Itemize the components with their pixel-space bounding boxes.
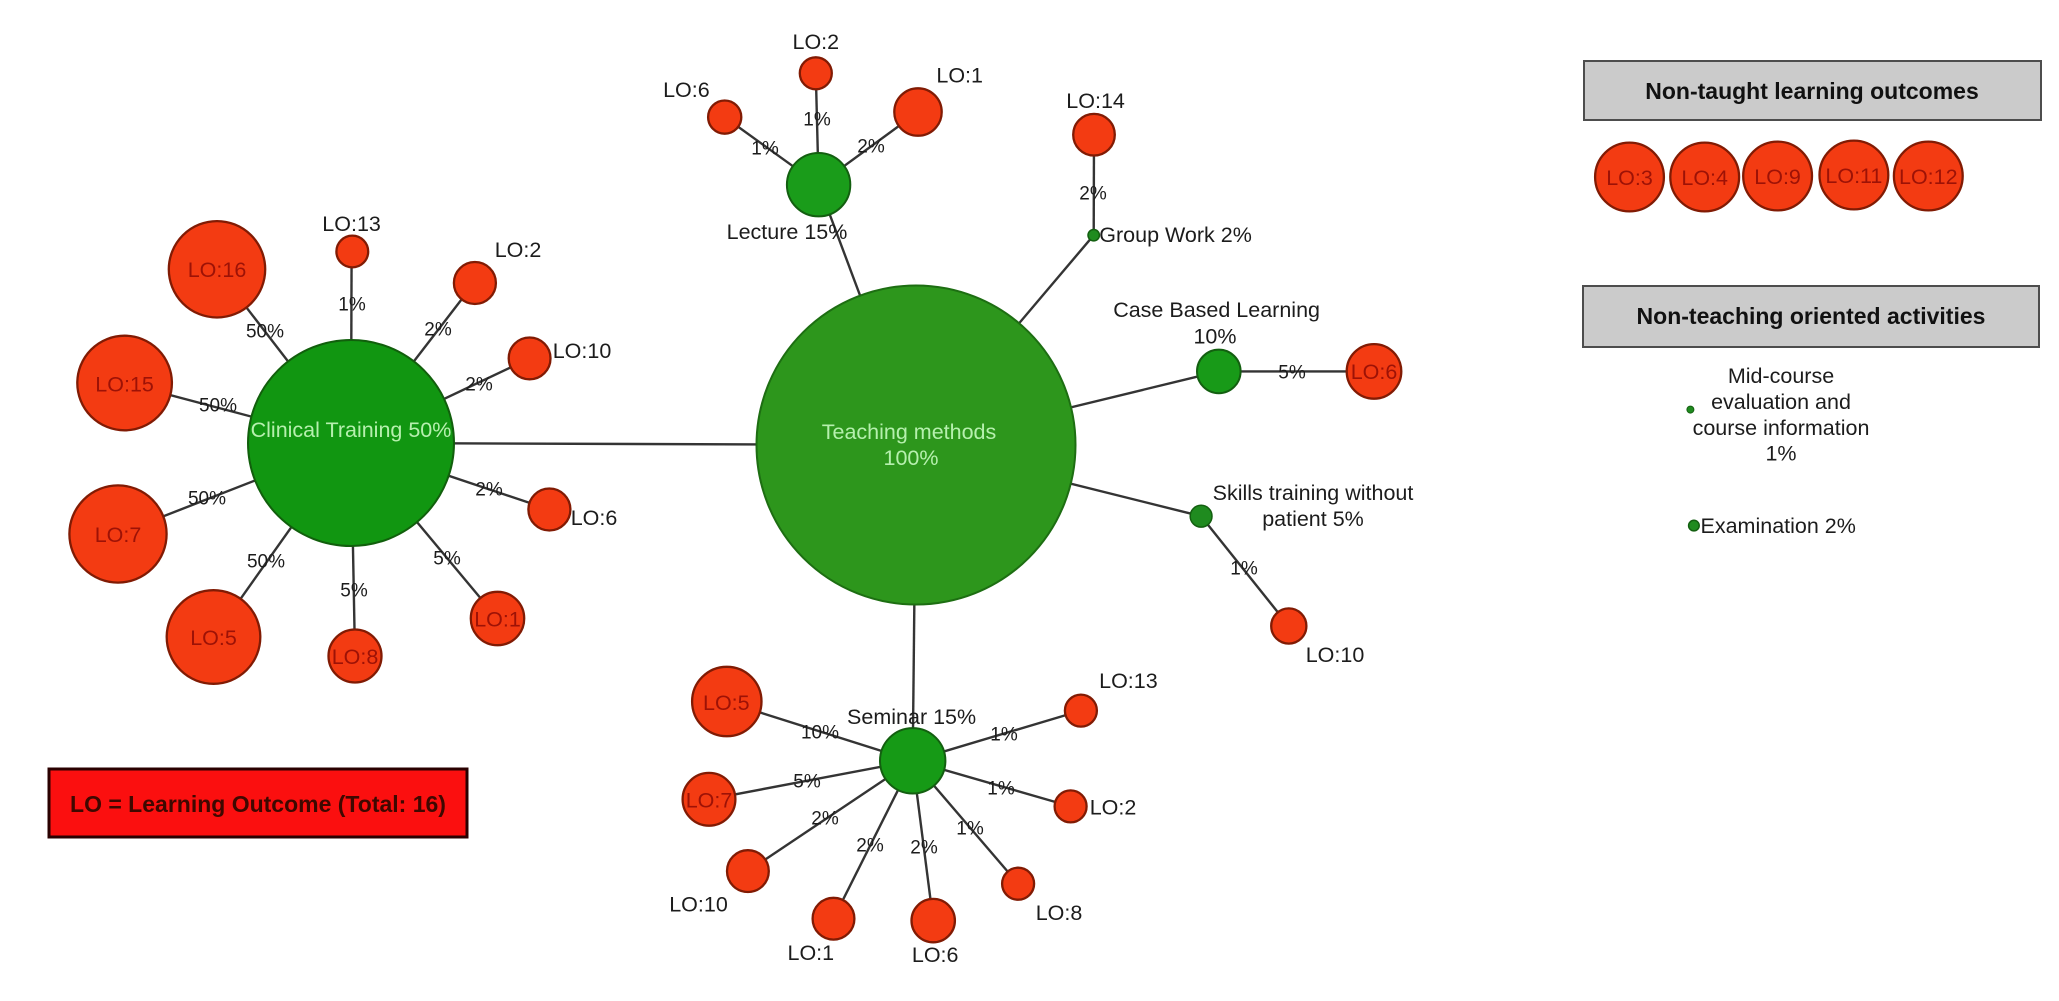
- svg-text:Examination 2%: Examination 2%: [1701, 514, 1856, 538]
- svg-text:LO:12: LO:12: [1899, 165, 1958, 189]
- svg-text:1%: 1%: [338, 295, 366, 316]
- svg-text:LO:2: LO:2: [792, 30, 839, 54]
- svg-text:Case Based Learning: Case Based Learning: [1113, 298, 1320, 322]
- svg-text:50%: 50%: [188, 489, 226, 510]
- svg-text:Group Work 2%: Group Work 2%: [1099, 223, 1252, 247]
- svg-text:LO = Learning Outcome (Total:: LO = Learning Outcome (Total: 16): [70, 791, 446, 817]
- svg-text:LO:6: LO:6: [571, 506, 618, 530]
- svg-text:patient 5%: patient 5%: [1262, 507, 1364, 531]
- svg-text:2%: 2%: [910, 838, 938, 859]
- svg-text:5%: 5%: [793, 772, 821, 793]
- svg-text:Mid-course: Mid-course: [1728, 364, 1834, 388]
- svg-text:LO:13: LO:13: [1099, 669, 1158, 693]
- svg-text:LO:10: LO:10: [1306, 643, 1365, 667]
- svg-text:Skills training without: Skills training without: [1213, 481, 1414, 505]
- svg-text:Non-teaching oriented activiti: Non-teaching oriented activities: [1637, 303, 1986, 329]
- svg-text:50%: 50%: [199, 396, 237, 417]
- svg-text:1%: 1%: [990, 725, 1018, 746]
- svg-text:2%: 2%: [424, 320, 452, 341]
- svg-text:LO:7: LO:7: [686, 789, 733, 813]
- svg-text:LO:4: LO:4: [1681, 166, 1728, 190]
- svg-text:Lecture 15%: Lecture 15%: [727, 220, 848, 244]
- svg-text:Clinical Training 50%: Clinical Training 50%: [251, 418, 452, 442]
- svg-text:LO:13: LO:13: [322, 212, 381, 236]
- svg-text:LO:1: LO:1: [474, 608, 521, 632]
- svg-text:LO:7: LO:7: [95, 523, 142, 547]
- svg-text:LO:5: LO:5: [703, 691, 750, 715]
- svg-text:5%: 5%: [1278, 363, 1306, 384]
- svg-text:2%: 2%: [857, 137, 885, 158]
- svg-text:LO:1: LO:1: [936, 64, 983, 88]
- svg-text:LO:15: LO:15: [95, 373, 154, 397]
- svg-text:LO:6: LO:6: [912, 943, 959, 967]
- svg-text:5%: 5%: [433, 549, 461, 570]
- svg-text:LO:2: LO:2: [1090, 796, 1137, 820]
- svg-text:evaluation and: evaluation and: [1711, 390, 1851, 414]
- svg-text:50%: 50%: [247, 552, 285, 573]
- svg-text:2%: 2%: [475, 480, 503, 501]
- svg-text:2%: 2%: [465, 375, 493, 396]
- svg-text:Teaching methods: Teaching methods: [822, 420, 997, 444]
- svg-text:course information: course information: [1693, 416, 1870, 440]
- svg-text:1%: 1%: [987, 779, 1015, 800]
- svg-text:LO:14: LO:14: [1066, 89, 1125, 113]
- svg-text:LO:16: LO:16: [188, 258, 247, 282]
- svg-text:LO:11: LO:11: [1825, 164, 1882, 188]
- svg-text:2%: 2%: [1079, 184, 1107, 205]
- svg-text:LO:9: LO:9: [1754, 165, 1801, 189]
- svg-text:LO:5: LO:5: [190, 626, 237, 650]
- svg-text:LO:10: LO:10: [669, 893, 728, 917]
- svg-text:100%: 100%: [884, 446, 939, 470]
- svg-text:LO:3: LO:3: [1606, 166, 1653, 190]
- svg-text:LO:10: LO:10: [553, 339, 612, 363]
- svg-text:2%: 2%: [811, 809, 839, 830]
- svg-text:1%: 1%: [751, 139, 779, 160]
- svg-text:10%: 10%: [1193, 325, 1236, 349]
- svg-text:10%: 10%: [801, 723, 839, 744]
- svg-text:LO:8: LO:8: [1036, 901, 1083, 925]
- svg-text:LO:8: LO:8: [332, 645, 379, 669]
- svg-text:1%: 1%: [1765, 441, 1796, 465]
- svg-text:LO:1: LO:1: [787, 941, 834, 965]
- svg-text:5%: 5%: [340, 581, 368, 602]
- svg-text:Non-taught learning outcomes: Non-taught learning outcomes: [1645, 78, 1979, 104]
- svg-text:LO:6: LO:6: [1351, 360, 1398, 384]
- svg-text:1%: 1%: [1230, 559, 1258, 580]
- svg-text:50%: 50%: [246, 322, 284, 343]
- svg-text:1%: 1%: [956, 819, 984, 840]
- svg-text:LO:2: LO:2: [495, 238, 542, 262]
- svg-text:2%: 2%: [856, 836, 884, 857]
- svg-text:1%: 1%: [803, 110, 831, 131]
- svg-text:Seminar 15%: Seminar 15%: [847, 705, 976, 729]
- svg-text:LO:6: LO:6: [663, 78, 710, 102]
